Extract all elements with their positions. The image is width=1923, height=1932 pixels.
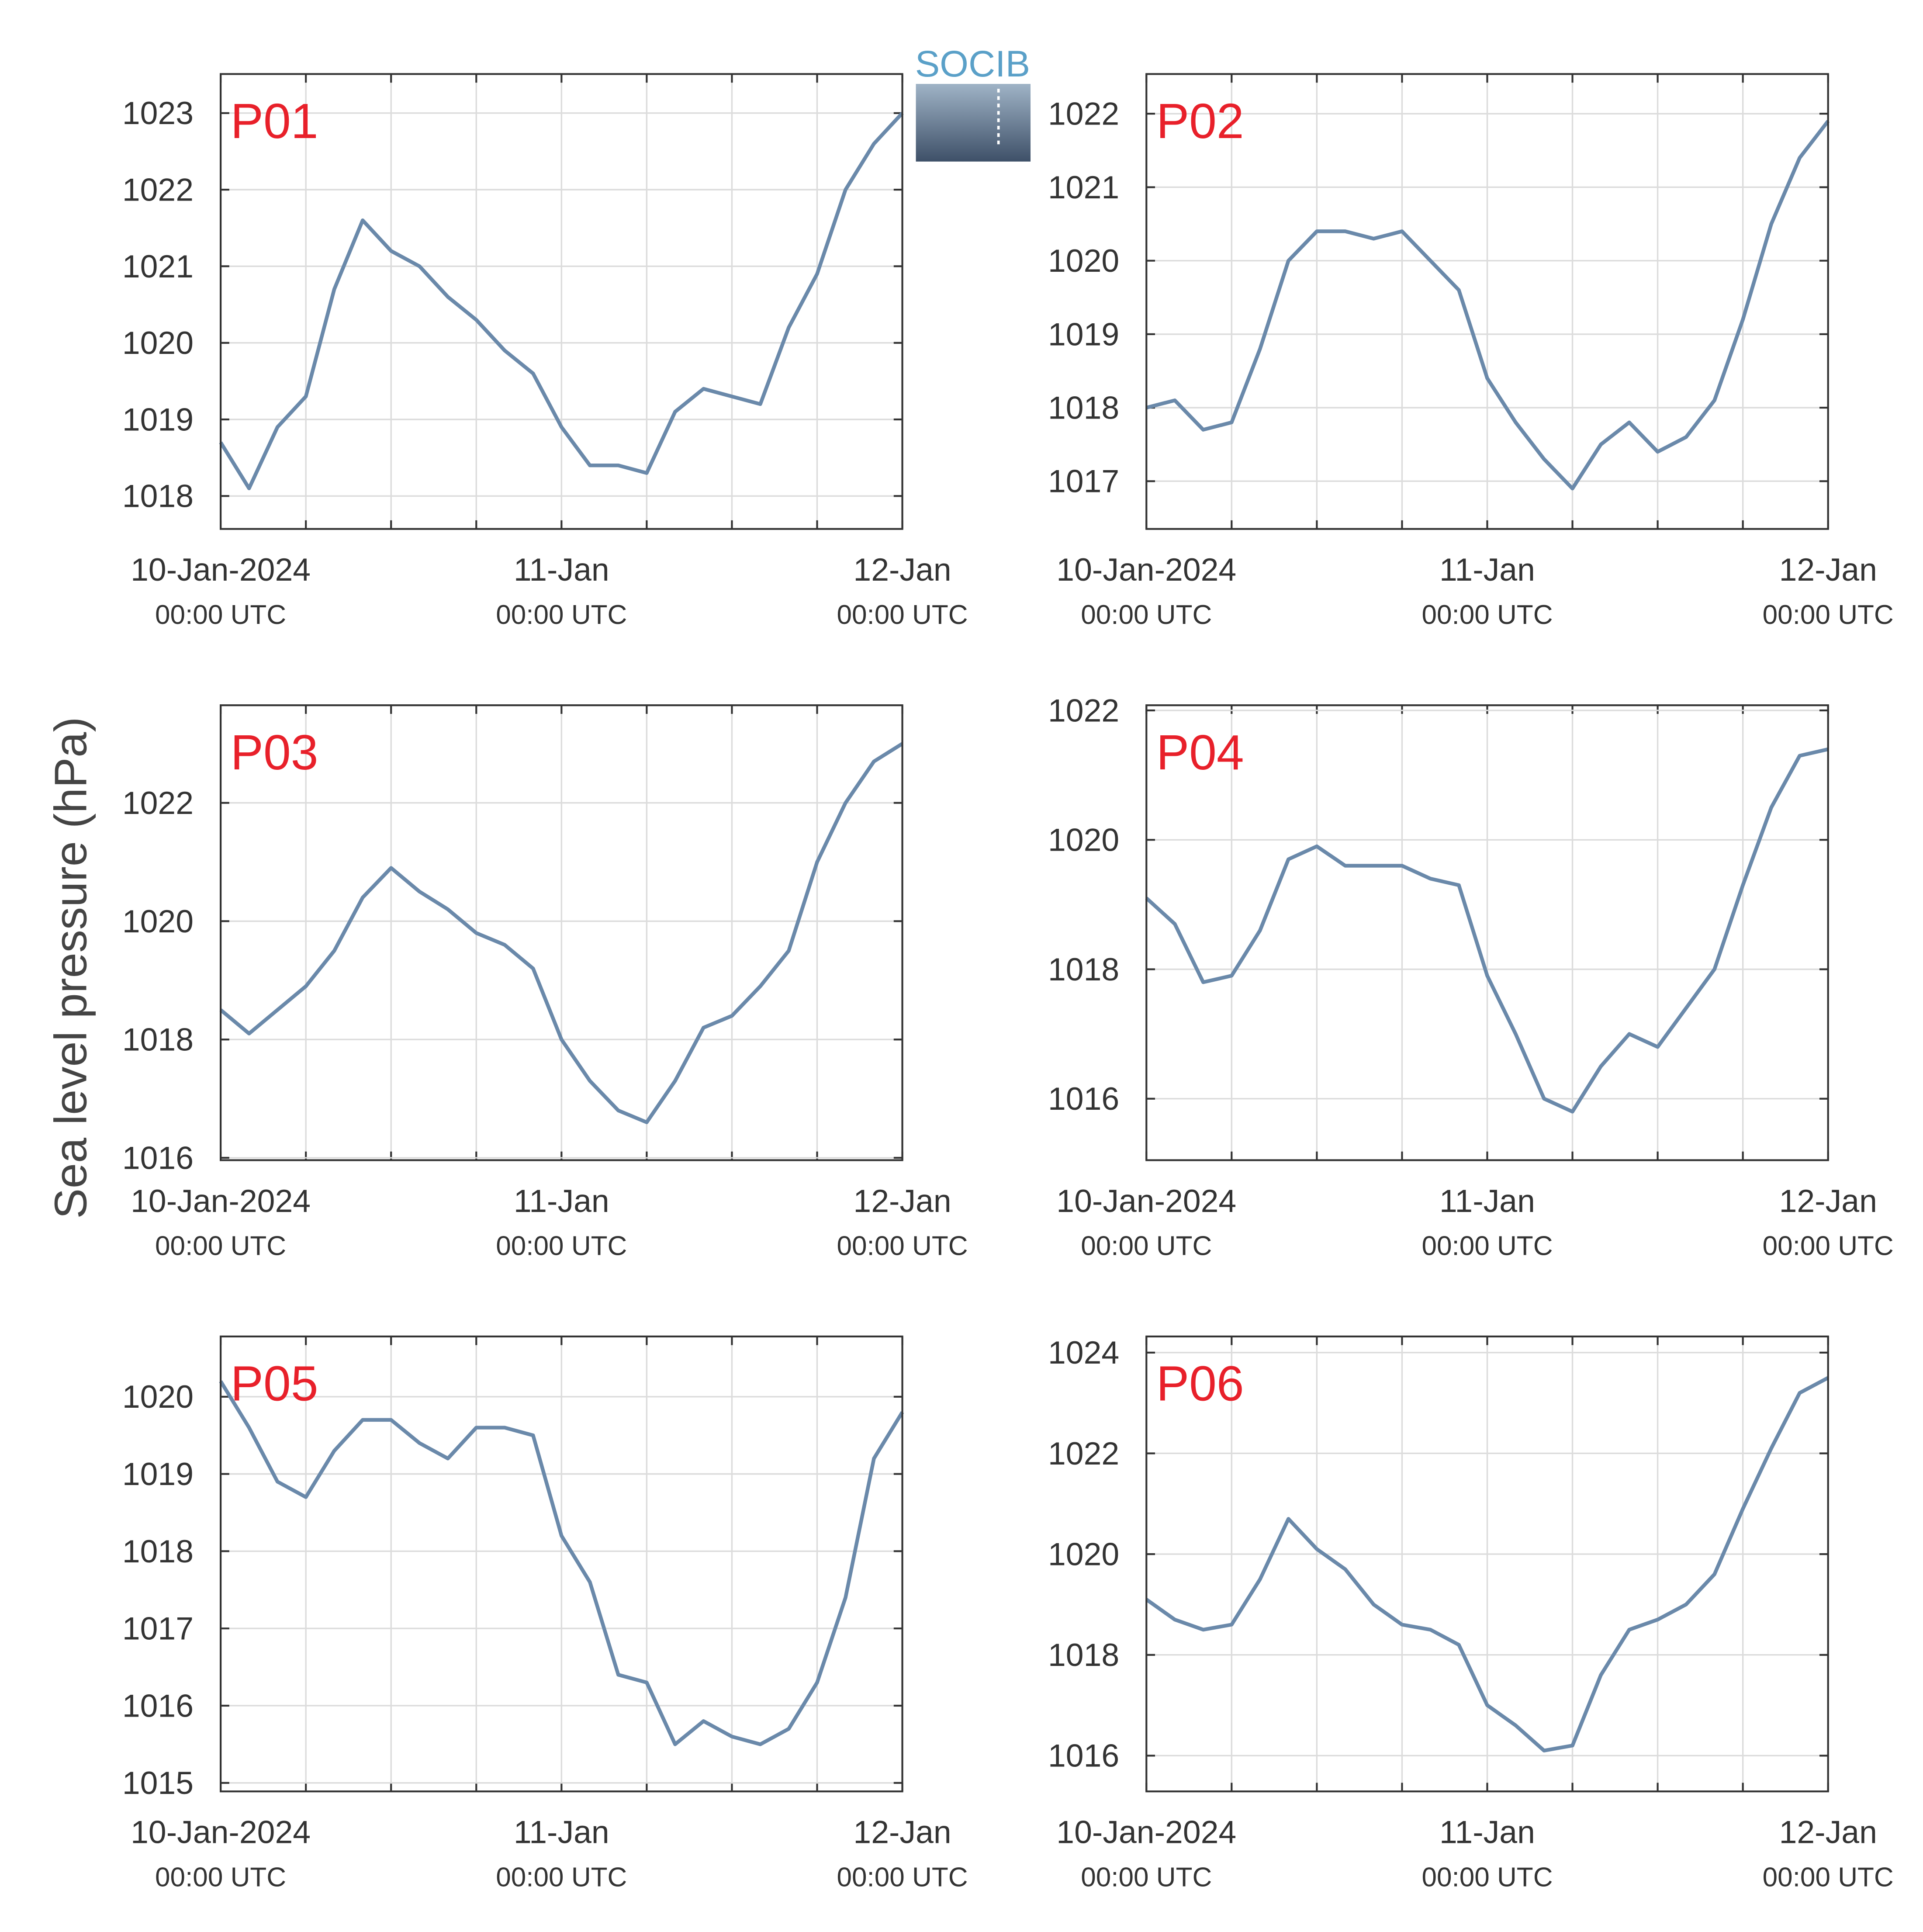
y-tick-label: 1016 <box>1048 1738 1119 1774</box>
plot-frame <box>219 73 903 530</box>
y-tick-label: 1021 <box>122 249 194 284</box>
x-tick-sublabel: 00:00 UTC <box>837 1231 968 1261</box>
y-tick-label: 1015 <box>122 1765 194 1801</box>
x-tick-label: 11-Jan <box>1439 1183 1535 1219</box>
y-tick-label: 1020 <box>1048 243 1119 279</box>
x-tick-label: 11-Jan <box>514 1814 609 1850</box>
y-tick-label: 1020 <box>122 1379 194 1415</box>
x-tick-sublabel: 00:00 UTC <box>1421 600 1553 630</box>
plot-frame <box>1145 1335 1829 1793</box>
panel-title: P01 <box>231 93 318 149</box>
logo-image <box>916 84 1031 162</box>
y-tick-label: 1020 <box>1048 822 1119 858</box>
data-line <box>1145 1376 1829 1753</box>
x-tick-label: 12-Jan <box>853 552 951 588</box>
x-tick-sublabel: 00:00 UTC <box>1763 1862 1894 1892</box>
x-tick-label: 12-Jan <box>1779 1814 1877 1850</box>
x-tick-label: 12-Jan <box>853 1814 951 1850</box>
y-tick-label: 1022 <box>122 785 194 821</box>
y-tick-label: 1018 <box>122 1534 194 1569</box>
y-tick-label: 1019 <box>1048 316 1119 352</box>
x-tick-sublabel: 00:00 UTC <box>496 600 627 630</box>
y-tick-label: 1018 <box>122 478 194 514</box>
y-tick-label: 1024 <box>1048 1335 1119 1371</box>
x-tick-label: 10-Jan-2024 <box>131 1814 311 1850</box>
x-tick-label: 12-Jan <box>1779 552 1877 588</box>
x-tick-sublabel: 00:00 UTC <box>155 600 286 630</box>
y-axis-label: Sea level pressure (hPa) <box>45 717 97 1219</box>
y-tick-label: 1023 <box>122 95 194 131</box>
x-tick-sublabel: 00:00 UTC <box>1081 1231 1212 1261</box>
data-line <box>219 1380 904 1746</box>
x-tick-label: 11-Jan <box>514 1183 609 1219</box>
y-tick-label: 1018 <box>122 1022 194 1058</box>
y-tick-label: 1018 <box>1048 390 1119 426</box>
x-tick-sublabel: 00:00 UTC <box>1081 1862 1212 1892</box>
x-tick-sublabel: 00:00 UTC <box>1763 1231 1894 1261</box>
x-tick-sublabel: 00:00 UTC <box>155 1862 286 1892</box>
panel-title: P05 <box>231 1356 318 1411</box>
y-tick-label: 1019 <box>122 1456 194 1492</box>
x-tick-sublabel: 00:00 UTC <box>496 1231 627 1261</box>
y-tick-label: 1019 <box>122 402 194 437</box>
y-tick-label: 1022 <box>1048 96 1119 132</box>
plot-frame <box>1145 73 1829 530</box>
y-tick-label: 1021 <box>1048 170 1119 205</box>
x-tick-sublabel: 00:00 UTC <box>837 600 968 630</box>
plot-frame <box>219 704 903 1161</box>
x-tick-label: 12-Jan <box>1779 1183 1877 1219</box>
y-tick-label: 1017 <box>1048 464 1119 499</box>
x-tick-label: 11-Jan <box>1439 552 1535 588</box>
y-tick-label: 1020 <box>1048 1536 1119 1572</box>
y-tick-label: 1016 <box>122 1688 194 1724</box>
y-tick-label: 1016 <box>1048 1081 1119 1117</box>
data-line <box>219 111 904 491</box>
y-tick-label: 1022 <box>122 172 194 208</box>
logo-text: SOCIB <box>915 43 1030 84</box>
y-tick-label: 1022 <box>1048 1436 1119 1472</box>
x-tick-label: 12-Jan <box>853 1183 951 1219</box>
panel-title: P04 <box>1156 725 1244 780</box>
x-tick-sublabel: 00:00 UTC <box>1763 600 1894 630</box>
y-tick-label: 1018 <box>1048 952 1119 987</box>
y-tick-label: 1020 <box>122 325 194 361</box>
x-tick-sublabel: 00:00 UTC <box>496 1862 627 1892</box>
x-tick-sublabel: 00:00 UTC <box>837 1862 968 1892</box>
y-tick-label: 1018 <box>1048 1637 1119 1673</box>
x-tick-label: 10-Jan-2024 <box>131 552 311 588</box>
plot-frame <box>219 1335 903 1793</box>
x-tick-sublabel: 00:00 UTC <box>1421 1231 1553 1261</box>
x-tick-label: 10-Jan-2024 <box>1056 1183 1236 1219</box>
panel-title: P03 <box>231 725 318 780</box>
x-tick-sublabel: 00:00 UTC <box>1081 600 1212 630</box>
y-tick-label: 1022 <box>1048 692 1119 728</box>
y-tick-label: 1020 <box>122 904 194 939</box>
data-line <box>219 742 903 1125</box>
x-tick-sublabel: 00:00 UTC <box>1421 1862 1553 1892</box>
y-tick-label: 1017 <box>122 1611 194 1647</box>
x-tick-label: 10-Jan-2024 <box>1056 1814 1236 1850</box>
x-tick-label: 10-Jan-2024 <box>1056 552 1236 588</box>
x-tick-label: 10-Jan-2024 <box>131 1183 311 1219</box>
panel-title: P06 <box>1156 1356 1244 1411</box>
x-tick-label: 11-Jan <box>514 552 609 588</box>
plot-frame <box>1145 704 1829 1161</box>
panel-title: P02 <box>1156 93 1244 149</box>
y-tick-label: 1016 <box>122 1140 194 1176</box>
data-line <box>1146 120 1830 491</box>
data-line <box>1145 747 1829 1114</box>
x-tick-label: 11-Jan <box>1439 1814 1535 1850</box>
x-tick-sublabel: 00:00 UTC <box>155 1231 286 1261</box>
